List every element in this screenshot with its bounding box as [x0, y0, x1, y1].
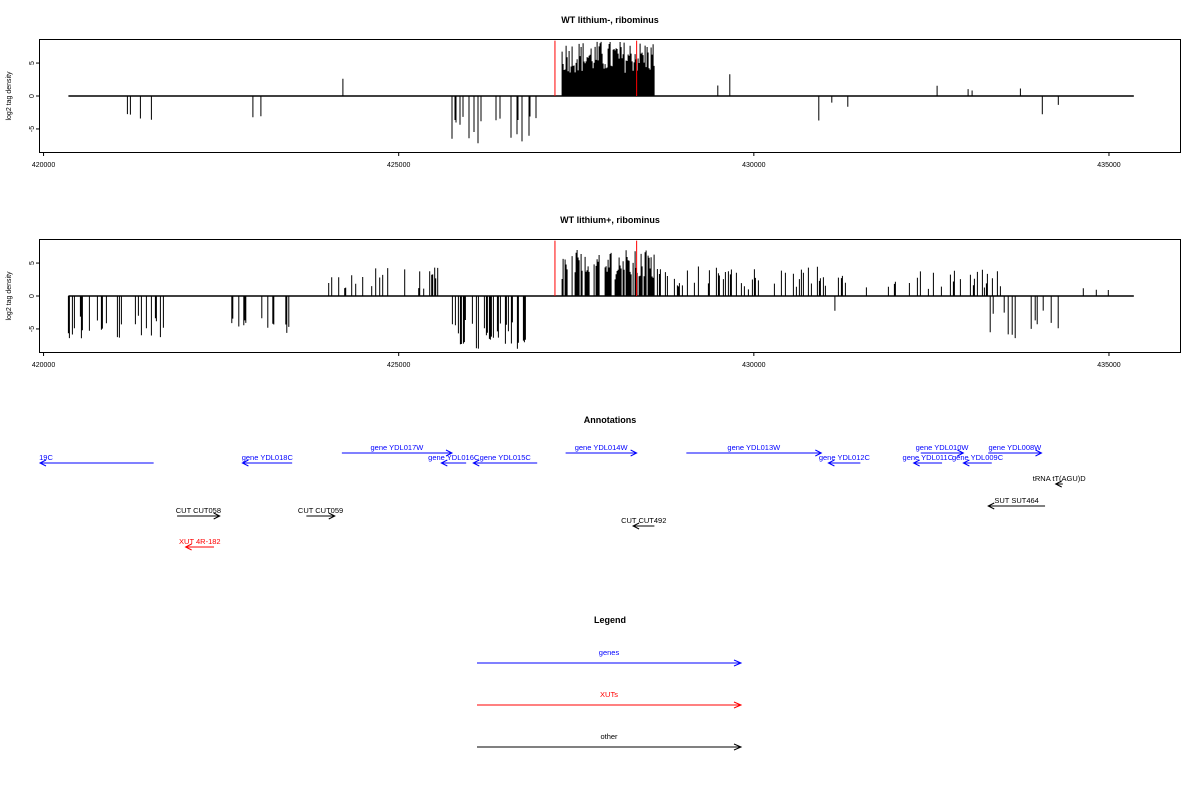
feature-label: gene YDL017W — [371, 443, 425, 452]
feature-arrowhead — [184, 543, 192, 551]
feature-arrowhead — [472, 459, 480, 467]
panel-title: WT lithium+, ribominus — [560, 215, 660, 225]
x-tick-label: 430000 — [742, 362, 765, 369]
feature-arrowhead — [1054, 480, 1062, 488]
feature-arrowhead — [1035, 449, 1043, 457]
annotations-title: Annotations — [584, 415, 637, 425]
feature-label: gene YDL010W — [916, 443, 970, 452]
feature-arrowhead — [241, 459, 249, 467]
feature-label: gene YDL012C — [819, 453, 871, 462]
x-tick-label: 435000 — [1097, 362, 1120, 369]
feature-arrowhead — [445, 449, 454, 457]
y-tick-label: -5 — [29, 326, 36, 332]
y-tick-label: 5 — [29, 261, 36, 265]
feature-label: gene YDL014W — [575, 443, 629, 452]
legend-arrowhead — [733, 743, 743, 751]
coverage-panel-lithium-minus: WT lithium-, ribominus log2 tag density … — [6, 15, 1181, 169]
legend-label: genes — [599, 648, 620, 657]
x-tick-label: 435000 — [1097, 162, 1120, 169]
feature-label: gene YDL011C — [903, 453, 954, 462]
x-tick-label: 420000 — [32, 162, 55, 169]
legend-label: XUTs — [600, 690, 618, 699]
feature-label: gene YDL013W — [727, 443, 781, 452]
x-tick-label: 420000 — [32, 362, 55, 369]
y-axis-label: log2 tag density — [6, 271, 13, 321]
feature-arrowhead — [827, 459, 835, 467]
x-tick-label: 425000 — [387, 162, 410, 169]
feature-label: XUT 4R-182 — [179, 537, 221, 546]
feature-arrowhead — [328, 512, 336, 520]
legend-arrowhead — [733, 659, 743, 667]
x-tick-label: 425000 — [387, 362, 410, 369]
legend-title: Legend — [594, 615, 626, 625]
coverage-bars — [67, 250, 1109, 349]
feature-label: CUT CUT058 — [176, 506, 221, 515]
feature-label: 19C — [39, 453, 53, 462]
feature-arrowhead — [957, 449, 965, 457]
x-tick-label: 430000 — [742, 162, 765, 169]
feature-arrowhead — [440, 459, 448, 467]
feature-label: tRNA tT(AGU)D — [1033, 474, 1087, 483]
feature-arrowhead — [962, 459, 970, 467]
feature-arrowhead — [38, 459, 47, 467]
feature-label: gene YDL018C — [242, 453, 294, 462]
panel-title: WT lithium-, ribominus — [561, 15, 659, 25]
feature-label: CUT CUT492 — [621, 516, 666, 525]
feature-label: CUT CUT059 — [298, 506, 343, 515]
feature-arrowhead — [987, 502, 995, 510]
feature-arrowhead — [912, 459, 920, 467]
legend: Legend genes XUTs other — [477, 615, 743, 751]
coverage-panel-lithium-plus: WT lithium+, ribominus log2 tag density … — [6, 215, 1181, 369]
feature-label: SUT SUT464 — [994, 496, 1038, 505]
feature-label: gene YDL009C — [952, 453, 1004, 462]
y-tick-label: 0 — [29, 94, 36, 98]
y-tick-label: 5 — [29, 61, 36, 65]
feature-arrowhead — [213, 512, 221, 520]
legend-label: other — [600, 732, 618, 741]
feature-arrowhead — [630, 449, 638, 457]
feature-label: gene YDL008W — [988, 443, 1042, 452]
legend-arrowhead — [733, 701, 743, 709]
y-tick-label: -5 — [29, 126, 36, 132]
feature-label: gene YDL015C — [480, 453, 532, 462]
coverage-bars — [126, 41, 1059, 144]
feature-arrowhead — [815, 449, 823, 457]
feature-arrowhead — [631, 522, 640, 530]
feature-label: gene YDL016C — [428, 453, 480, 462]
y-tick-label: 0 — [29, 294, 36, 298]
y-axis-label: log2 tag density — [6, 71, 13, 121]
